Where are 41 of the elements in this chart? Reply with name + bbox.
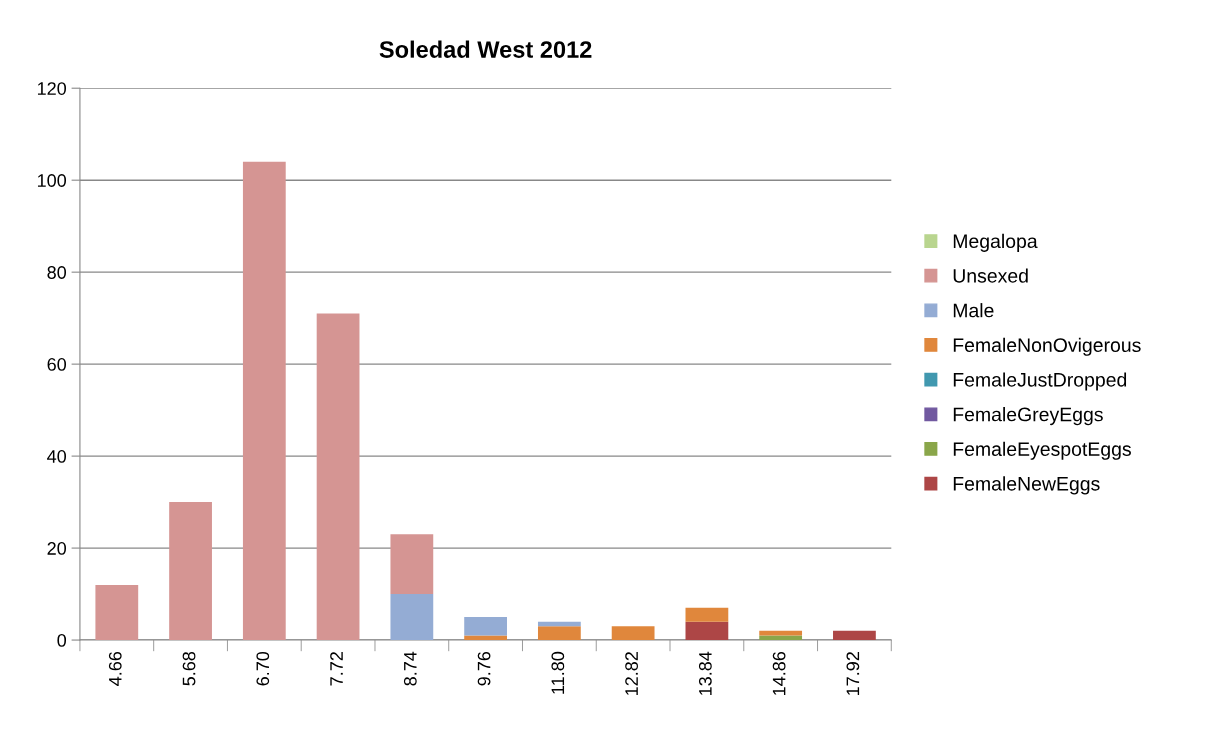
chart-title: Soledad West 2012 (379, 40, 592, 58)
legend-label: FemaleGreyEggs (953, 407, 1103, 426)
bar (537, 626, 581, 641)
y-tick-label: 60 (47, 358, 67, 371)
x-tick-label: 11.80 (551, 651, 565, 694)
legend-label: Unsexed (953, 268, 1028, 283)
legend-label: Megalopa (953, 233, 1038, 252)
y-tick-label: 80 (47, 266, 67, 279)
legend-label: FemaleJustDropped (953, 372, 1127, 391)
bar (464, 617, 507, 636)
x-tick-label: 13.84 (698, 651, 712, 695)
legend-label: FemaleNewEggs (953, 476, 1100, 495)
x-tick-label: 7.72 (330, 652, 343, 686)
y-tick-label: 120 (37, 82, 67, 95)
x-tick-label: 8.74 (403, 651, 417, 686)
bar (464, 635, 507, 641)
bar (390, 594, 434, 641)
bar (169, 502, 212, 641)
bar (833, 630, 876, 641)
x-tick-label: 9.76 (477, 651, 491, 686)
bar (685, 621, 729, 641)
x-tick-label: 5.68 (182, 651, 196, 686)
legend-label: FemaleNonOvigerous (953, 337, 1141, 356)
x-tick-label: 4.66 (108, 651, 122, 686)
bar (685, 607, 729, 622)
x-tick-label: 14.86 (772, 651, 786, 695)
legend-label: Male (953, 303, 994, 318)
bar (95, 584, 139, 641)
y-tick-label: 20 (47, 542, 67, 555)
x-tick-label: 6.70 (256, 651, 270, 686)
legend-label: FemaleEyespotEggs (953, 441, 1131, 460)
bar (316, 313, 360, 641)
x-tick-label: 12.82 (625, 652, 638, 695)
x-tick-label: 17.92 (846, 652, 860, 695)
bar (611, 626, 655, 641)
y-tick-label: 0 (57, 634, 67, 647)
bar (759, 635, 803, 641)
bar (390, 534, 434, 595)
bar (242, 161, 286, 641)
y-tick-label: 40 (47, 450, 67, 463)
y-tick-label: 100 (37, 174, 67, 187)
